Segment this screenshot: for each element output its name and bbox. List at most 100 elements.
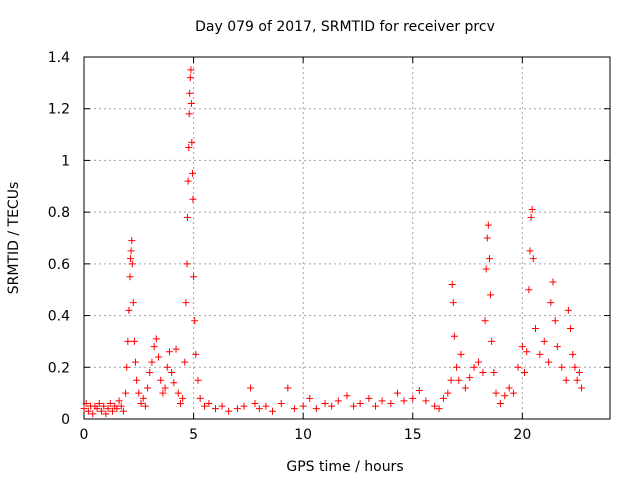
tick-labels: 0 5 10 15 20 0 0.2 0.4 0.6 0.8 1 1.2 1.4 bbox=[48, 50, 532, 443]
data-point bbox=[521, 368, 529, 376]
data-point bbox=[130, 337, 138, 345]
data-point bbox=[531, 325, 539, 332]
data-point bbox=[447, 376, 455, 384]
data-point bbox=[128, 260, 136, 268]
data-point bbox=[194, 376, 202, 384]
data-point bbox=[150, 343, 158, 351]
data-point bbox=[126, 255, 134, 263]
data-point bbox=[117, 402, 125, 410]
data-point bbox=[450, 332, 458, 340]
data-point bbox=[343, 392, 351, 400]
data-point bbox=[479, 368, 487, 376]
data-point bbox=[247, 384, 255, 392]
data-point bbox=[102, 410, 110, 418]
data-point bbox=[132, 358, 140, 366]
data-point bbox=[184, 177, 192, 185]
data-point bbox=[492, 389, 500, 397]
data-point bbox=[482, 265, 490, 273]
data-point bbox=[191, 317, 199, 325]
data-point bbox=[558, 363, 566, 371]
data-point bbox=[571, 363, 579, 371]
axis-ticks bbox=[83, 56, 610, 420]
data-point bbox=[510, 389, 518, 397]
data-point bbox=[505, 384, 513, 392]
y-tick-label: 1.2 bbox=[48, 102, 70, 118]
data-point bbox=[201, 402, 209, 410]
data-point bbox=[126, 273, 134, 281]
data-point bbox=[484, 221, 492, 229]
data-point bbox=[540, 337, 548, 345]
data-point bbox=[527, 213, 535, 221]
data-point bbox=[106, 399, 114, 407]
data-point bbox=[185, 144, 193, 151]
data-point bbox=[188, 138, 196, 146]
data-point bbox=[545, 358, 553, 366]
data-point bbox=[439, 394, 447, 402]
data-point bbox=[547, 299, 555, 307]
data-point bbox=[444, 389, 452, 397]
data-point bbox=[141, 402, 149, 410]
data-point bbox=[415, 387, 423, 395]
data-point bbox=[146, 368, 154, 376]
data-point bbox=[129, 299, 137, 307]
data-point bbox=[165, 348, 173, 356]
data-point bbox=[196, 394, 204, 402]
data-point bbox=[578, 384, 586, 392]
data-point bbox=[98, 407, 106, 415]
data-point bbox=[485, 255, 493, 263]
x-tick-label: 0 bbox=[80, 427, 89, 443]
data-point bbox=[108, 407, 116, 415]
data-point bbox=[128, 237, 136, 245]
data-point bbox=[562, 376, 570, 384]
data-point bbox=[488, 337, 496, 345]
data-point bbox=[157, 376, 165, 384]
data-point bbox=[453, 363, 461, 371]
data-point bbox=[113, 405, 121, 413]
data-point bbox=[371, 402, 379, 410]
data-point bbox=[393, 389, 401, 397]
data-point bbox=[523, 348, 531, 356]
data-point bbox=[475, 358, 482, 366]
y-tick-label: 0.6 bbox=[48, 257, 70, 273]
data-point bbox=[483, 234, 491, 242]
data-point bbox=[435, 405, 443, 413]
data-point bbox=[176, 399, 184, 407]
data-point bbox=[123, 363, 131, 371]
data-point bbox=[268, 407, 276, 415]
data-point bbox=[455, 376, 463, 384]
data-point bbox=[549, 278, 557, 286]
data-point bbox=[233, 405, 241, 413]
data-point bbox=[255, 405, 263, 413]
data-point bbox=[529, 255, 537, 263]
data-point bbox=[212, 405, 219, 413]
data-point bbox=[163, 363, 171, 371]
data-point bbox=[350, 402, 358, 410]
data-point bbox=[189, 195, 197, 203]
y-tick-label: 0.8 bbox=[48, 205, 70, 221]
data-point bbox=[122, 389, 130, 397]
data-point bbox=[431, 402, 439, 410]
data-point bbox=[528, 206, 536, 214]
data-point bbox=[124, 337, 132, 345]
data-point bbox=[225, 407, 233, 415]
data-point bbox=[496, 399, 504, 407]
x-tick-label: 15 bbox=[404, 427, 422, 443]
data-point bbox=[312, 405, 320, 413]
x-tick-label: 20 bbox=[513, 427, 531, 443]
data-point bbox=[251, 399, 259, 407]
data-point bbox=[321, 399, 329, 407]
data-point bbox=[159, 389, 167, 397]
data-point bbox=[187, 100, 195, 108]
data-point bbox=[152, 335, 160, 343]
x-axis-label: GPS time / hours bbox=[286, 459, 403, 475]
data-point bbox=[119, 407, 127, 415]
data-point bbox=[179, 394, 187, 402]
chart-title: Day 079 of 2017, SRMTID for receiver prc… bbox=[195, 19, 495, 35]
data-point bbox=[448, 281, 456, 289]
grid-lines bbox=[84, 57, 610, 419]
x-tick-label: 10 bbox=[294, 427, 312, 443]
data-point bbox=[185, 110, 193, 118]
data-point bbox=[170, 379, 178, 387]
plot-frame bbox=[83, 56, 611, 420]
